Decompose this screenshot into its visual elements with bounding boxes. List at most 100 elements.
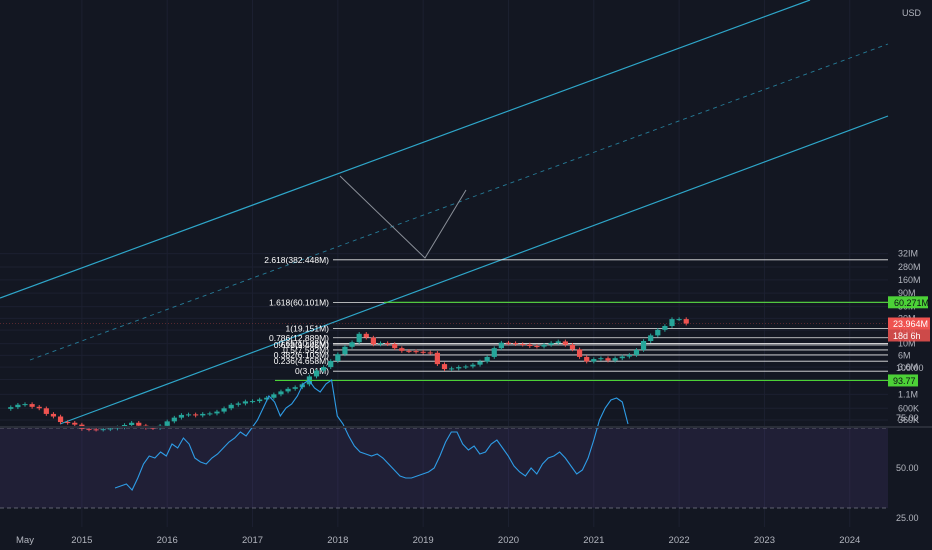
fib-label-3: 0.5(7.592M) xyxy=(283,345,329,355)
y-tick-13: 280M xyxy=(898,262,921,272)
candle-body-31 xyxy=(228,404,234,409)
candle-body-18 xyxy=(136,422,142,426)
candle-body-28 xyxy=(207,413,213,415)
candle-body-47 xyxy=(342,346,348,355)
candle-body-35 xyxy=(257,399,263,402)
price-candles xyxy=(8,317,689,432)
candle-body-80 xyxy=(576,349,583,357)
candle-body-38 xyxy=(278,391,284,395)
candle-body-66 xyxy=(477,361,483,365)
fib-label-8: 1.618(60.101M) xyxy=(269,297,329,307)
candle-body-45 xyxy=(328,360,334,368)
candle-body-75 xyxy=(541,344,547,347)
candle-body-84 xyxy=(605,358,611,361)
candle-body-55 xyxy=(399,348,405,351)
candle-body-58 xyxy=(420,351,426,353)
candle-body-77 xyxy=(555,341,561,343)
candle-body-44 xyxy=(321,367,327,371)
x-tick-10: 2024 xyxy=(839,535,860,546)
candle-body-93 xyxy=(669,319,675,326)
fib-label-9: 2.618(382.448M) xyxy=(264,255,329,265)
y-tick-3: 1.1M xyxy=(898,389,918,399)
rsi-tick-2: 75.00 xyxy=(896,413,919,423)
candle-body-17 xyxy=(129,422,135,426)
channel-lower-line xyxy=(59,115,889,425)
x-tick-5: 2019 xyxy=(413,535,434,546)
candle-body-95 xyxy=(683,319,689,324)
candle-body-81 xyxy=(584,356,590,362)
candle-body-34 xyxy=(249,401,256,403)
candle-body-37 xyxy=(271,394,277,398)
candle-body-61 xyxy=(441,364,448,370)
candle-body-11 xyxy=(86,428,92,430)
candle-body-48 xyxy=(349,342,355,347)
candle-body-57 xyxy=(413,351,419,353)
candle-body-73 xyxy=(527,344,533,347)
candle-body-50 xyxy=(363,333,369,338)
x-tick-4: 2018 xyxy=(327,535,348,546)
candle-body-83 xyxy=(598,358,604,360)
y-tick-11: 90M xyxy=(898,288,916,298)
candle-body-32 xyxy=(235,403,241,405)
candle-body-92 xyxy=(662,325,668,330)
last-price-tag-box xyxy=(888,317,930,330)
rsi-tag-text: 93.77 xyxy=(893,376,916,386)
channel-upper-line xyxy=(0,0,811,299)
candle-body-89 xyxy=(640,340,647,350)
candle-body-64 xyxy=(463,366,469,368)
candle-body-6 xyxy=(50,413,57,417)
candle-body-25 xyxy=(185,414,192,416)
candle-body-26 xyxy=(193,414,199,416)
candle-body-0 xyxy=(8,407,14,409)
candle-body-33 xyxy=(242,401,249,404)
y-tick-5: 3.6M xyxy=(898,362,918,372)
fibonacci-levels: 0(3.01M)0.236(4.658M)0.382(6.103M)0.5(7.… xyxy=(0,255,888,376)
candle-body-74 xyxy=(534,346,540,348)
countdown-tag-box xyxy=(888,329,930,342)
candle-body-12 xyxy=(93,429,99,431)
fib-label-6: 0.786(12.889M) xyxy=(269,333,329,343)
x-tick-6: 2020 xyxy=(498,535,519,546)
candle-body-54 xyxy=(392,344,398,349)
level-tag-text: 60.271M xyxy=(894,298,929,308)
price-channel xyxy=(0,0,889,425)
fib-label-1: 0.236(4.658M) xyxy=(274,356,329,366)
candle-body-40 xyxy=(292,387,298,389)
candle-body-69 xyxy=(498,342,504,349)
candle-body-49 xyxy=(356,333,362,343)
candle-body-9 xyxy=(72,422,78,425)
candle-body-85 xyxy=(612,358,618,361)
candle-body-70 xyxy=(505,342,512,344)
candle-body-53 xyxy=(385,343,391,345)
fib-label-7: 1(19.151M) xyxy=(286,324,330,334)
grid-lines xyxy=(0,0,888,527)
x-tick-1: 2015 xyxy=(71,535,92,546)
x-tick-2: 2016 xyxy=(157,535,178,546)
candle-body-63 xyxy=(456,367,462,369)
candle-body-8 xyxy=(65,422,71,424)
rsi-line xyxy=(114,379,629,491)
candle-body-29 xyxy=(214,411,220,414)
candle-body-52 xyxy=(377,343,384,345)
rsi-panel xyxy=(0,379,888,509)
candle-body-91 xyxy=(655,329,661,336)
level-tag-box xyxy=(888,296,928,309)
candle-body-76 xyxy=(548,342,554,345)
candle-body-3 xyxy=(29,404,35,407)
candle-body-78 xyxy=(562,341,568,345)
x-tick-0: May xyxy=(16,535,34,546)
rsi-tick-1: 50.00 xyxy=(896,463,919,473)
candle-body-82 xyxy=(591,359,597,362)
last-price-tag-text: 23.964M xyxy=(893,319,928,329)
candle-body-39 xyxy=(285,388,291,392)
candle-body-88 xyxy=(633,349,640,355)
candle-body-13 xyxy=(100,429,106,431)
candle-body-94 xyxy=(676,319,682,321)
x-tick-3: 2017 xyxy=(242,535,263,546)
axes: 360K600K1.1M2.1M3.6M6M10M18M30M50M90M160… xyxy=(0,8,932,546)
candle-body-72 xyxy=(520,344,526,346)
currency-label: USD xyxy=(902,8,922,18)
candle-body-62 xyxy=(449,368,455,370)
rsi-tick-3: 100.00 xyxy=(896,363,924,373)
